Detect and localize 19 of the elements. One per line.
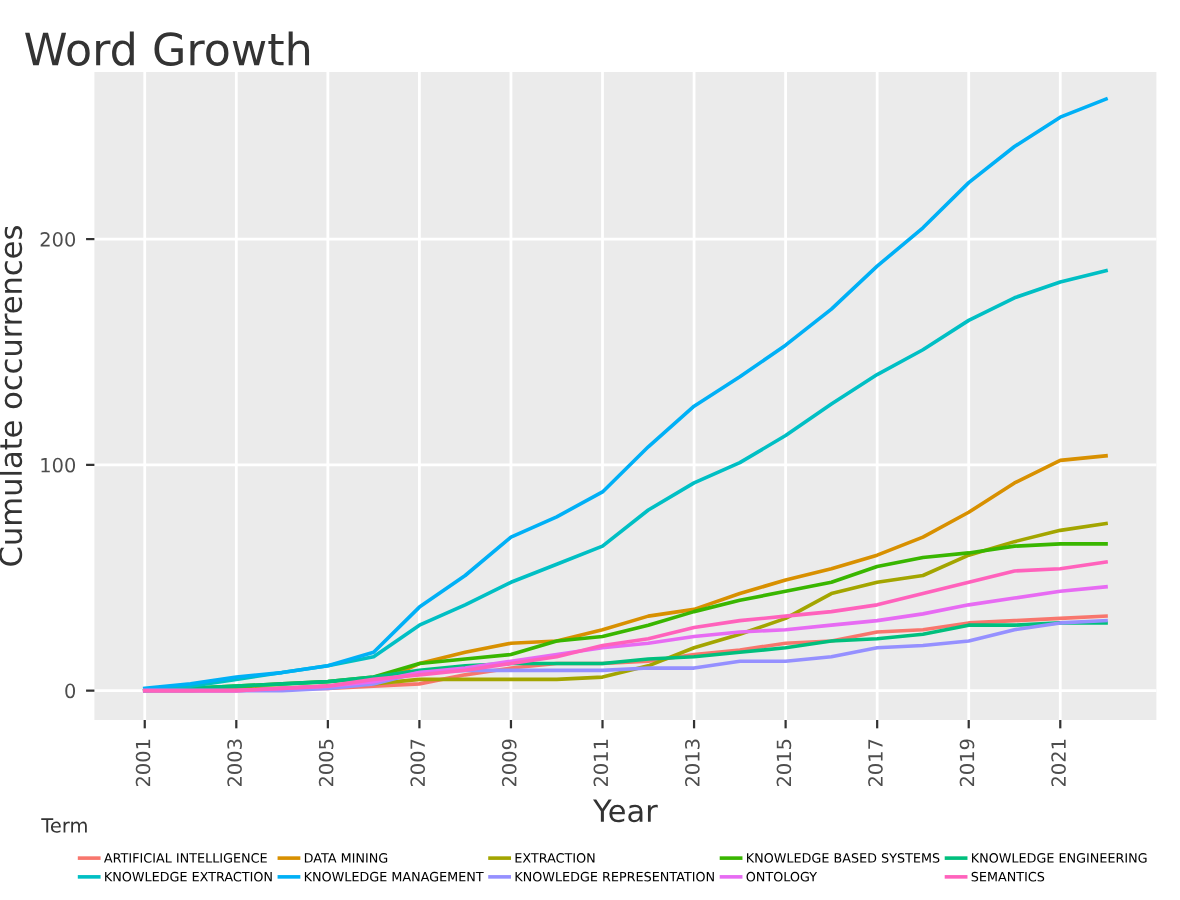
x-tick-label: 2009 xyxy=(501,739,517,787)
y-tick-label: 200 xyxy=(40,232,76,247)
x-tick-label: 2011 xyxy=(593,739,609,787)
y-tick-label: 0 xyxy=(65,683,76,699)
x-tick-label: 2015 xyxy=(776,739,792,787)
x-tick-label: 2019 xyxy=(959,739,975,787)
line-series xyxy=(142,268,1108,693)
y-tick-label: 100 xyxy=(41,457,76,473)
x-tick-label: 2005 xyxy=(318,739,334,787)
x-axis-title: Year xyxy=(592,799,658,823)
x-tick-label: 2021 xyxy=(1051,739,1066,787)
legend-title: Term xyxy=(41,818,87,833)
x-tick-label: 2001 xyxy=(135,739,151,787)
x-tick-label: 2003 xyxy=(227,739,242,787)
chart-title: Word Growth xyxy=(25,31,310,66)
x-tick-label: 2007 xyxy=(410,739,426,787)
x-tick-label: 2013 xyxy=(685,739,700,787)
x-tick-label: 2017 xyxy=(868,739,883,787)
line-series xyxy=(142,97,1108,691)
